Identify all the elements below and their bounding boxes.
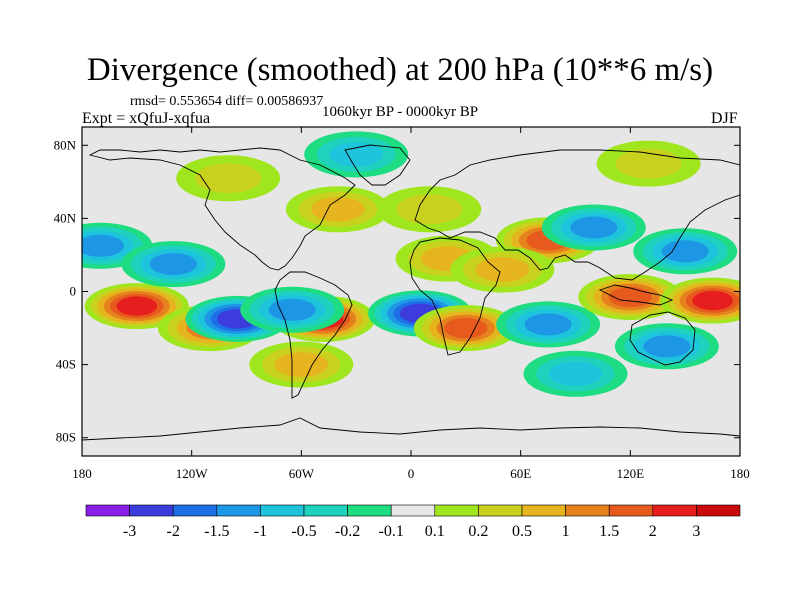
contour-level bbox=[329, 142, 383, 167]
experiment-label: Expt = xQfuJ-xqfua bbox=[82, 110, 211, 127]
colorbar-label: 0.1 bbox=[425, 523, 445, 540]
field-feature-23 bbox=[523, 350, 628, 397]
contour-level bbox=[661, 240, 709, 263]
colorbar-swatch bbox=[521, 504, 566, 517]
season-label: DJF bbox=[711, 110, 738, 127]
colorbar-label: 3 bbox=[692, 523, 700, 540]
field-feature-24 bbox=[596, 140, 701, 187]
contour-level bbox=[274, 352, 328, 377]
field-feature-9 bbox=[304, 131, 409, 178]
contour-level bbox=[396, 194, 463, 225]
field-feature-6 bbox=[240, 286, 345, 333]
field-feature-11 bbox=[377, 186, 482, 233]
colorbar-swatch bbox=[390, 504, 436, 517]
x-tick-label: 60W bbox=[289, 466, 315, 481]
colorbar-swatch bbox=[303, 504, 348, 517]
field-feature-3 bbox=[121, 241, 226, 288]
colorbar-swatch bbox=[85, 504, 130, 517]
x-tick-label: 120E bbox=[617, 466, 645, 481]
colorbar-label: -0.2 bbox=[335, 523, 360, 540]
field-feature-0 bbox=[84, 283, 189, 330]
coast-antarctica bbox=[82, 417, 740, 441]
colorbar-swatch bbox=[172, 504, 218, 517]
coast-south-america bbox=[274, 271, 353, 399]
colorbar-swatch bbox=[478, 504, 523, 517]
colorbar-swatch bbox=[216, 504, 261, 517]
field-feature-22 bbox=[614, 323, 719, 370]
x-tick-label: 180 bbox=[72, 466, 92, 481]
coastlines bbox=[82, 144, 740, 441]
contour-level bbox=[524, 313, 572, 336]
stats-label: rmsd= 0.553654 diff= 0.00586937 bbox=[130, 94, 324, 109]
contour-level bbox=[149, 253, 197, 276]
colorbar-swatch bbox=[608, 504, 654, 517]
axes: 180 120W 60W 0 60E 120E 180 80N 40N 0 40S 80S bbox=[54, 127, 750, 481]
contour-level bbox=[311, 197, 365, 222]
contour-level bbox=[643, 335, 691, 358]
field-feature-20 bbox=[660, 277, 740, 324]
y-tick-label: 40S bbox=[56, 357, 76, 372]
colorbar-swatch bbox=[129, 504, 174, 517]
coast-indonesia bbox=[598, 284, 674, 306]
x-tick-label: 0 bbox=[408, 466, 415, 481]
colorbar-swatch bbox=[347, 504, 392, 517]
period-label: 1060kyr BP - 0000kyr BP bbox=[322, 104, 479, 120]
colorbar-label: 2 bbox=[649, 523, 657, 540]
x-tick-label: 180 bbox=[730, 466, 750, 481]
divergence-field bbox=[82, 131, 740, 397]
field-feature-12 bbox=[395, 235, 500, 282]
contour-level bbox=[692, 290, 733, 311]
chart-title: Divergence (smoothed) at 200 hPa (10**6 … bbox=[86, 52, 714, 88]
contour-level bbox=[548, 361, 603, 387]
field-feature-21 bbox=[633, 228, 738, 275]
colorbar-label: -3 bbox=[123, 523, 136, 540]
contour-level bbox=[570, 216, 618, 239]
y-tick-label: 80S bbox=[56, 430, 76, 445]
coast-north-america bbox=[88, 147, 356, 271]
coast-africa bbox=[409, 237, 501, 356]
y-tick-label: 0 bbox=[70, 284, 77, 299]
contour-level bbox=[475, 257, 530, 282]
colorbar-swatch bbox=[260, 504, 305, 517]
colorbar: -3 -2 -1.5 -1 -0.5 -0.2 -0.1 0.1 0.2 0.5 1 1.5 2 3 bbox=[85, 504, 741, 540]
coast-australia bbox=[629, 311, 696, 366]
field-feature-18 bbox=[496, 301, 601, 348]
colorbar-label: -1.5 bbox=[204, 523, 229, 540]
y-tick-label: 40N bbox=[54, 210, 77, 225]
field-feature-17 bbox=[541, 204, 646, 251]
y-tick-label: 80N bbox=[54, 137, 77, 152]
colorbar-label: 1 bbox=[562, 523, 570, 540]
colorbar-swatch bbox=[434, 504, 479, 517]
x-tick-label: 120W bbox=[176, 466, 209, 481]
contour-level bbox=[82, 234, 124, 257]
contour-level bbox=[608, 286, 652, 308]
coast-eurasia bbox=[414, 149, 740, 281]
contour-level bbox=[444, 317, 488, 339]
colorbar-swatch bbox=[565, 504, 610, 517]
field-feature-16 bbox=[450, 246, 555, 293]
contour-level bbox=[268, 298, 316, 321]
field-feature-7 bbox=[249, 341, 354, 388]
colorbar-label: 1.5 bbox=[599, 523, 619, 540]
colorbar-label: -0.1 bbox=[379, 523, 404, 540]
x-tick-label: 60E bbox=[510, 466, 531, 481]
colorbar-swatch bbox=[696, 504, 741, 517]
colorbar-label: -2 bbox=[167, 523, 180, 540]
colorbar-label: -1 bbox=[254, 523, 267, 540]
colorbar-label: 0.2 bbox=[468, 523, 488, 540]
contour-level bbox=[116, 296, 158, 316]
coast-greenland bbox=[344, 144, 411, 186]
contour-level bbox=[195, 163, 262, 194]
field-feature-10 bbox=[285, 186, 390, 233]
colorbar-swatch bbox=[652, 504, 697, 517]
colorbar-label: 0.5 bbox=[512, 523, 532, 540]
field-feature-8 bbox=[176, 155, 281, 202]
colorbar-label: -0.5 bbox=[291, 523, 316, 540]
